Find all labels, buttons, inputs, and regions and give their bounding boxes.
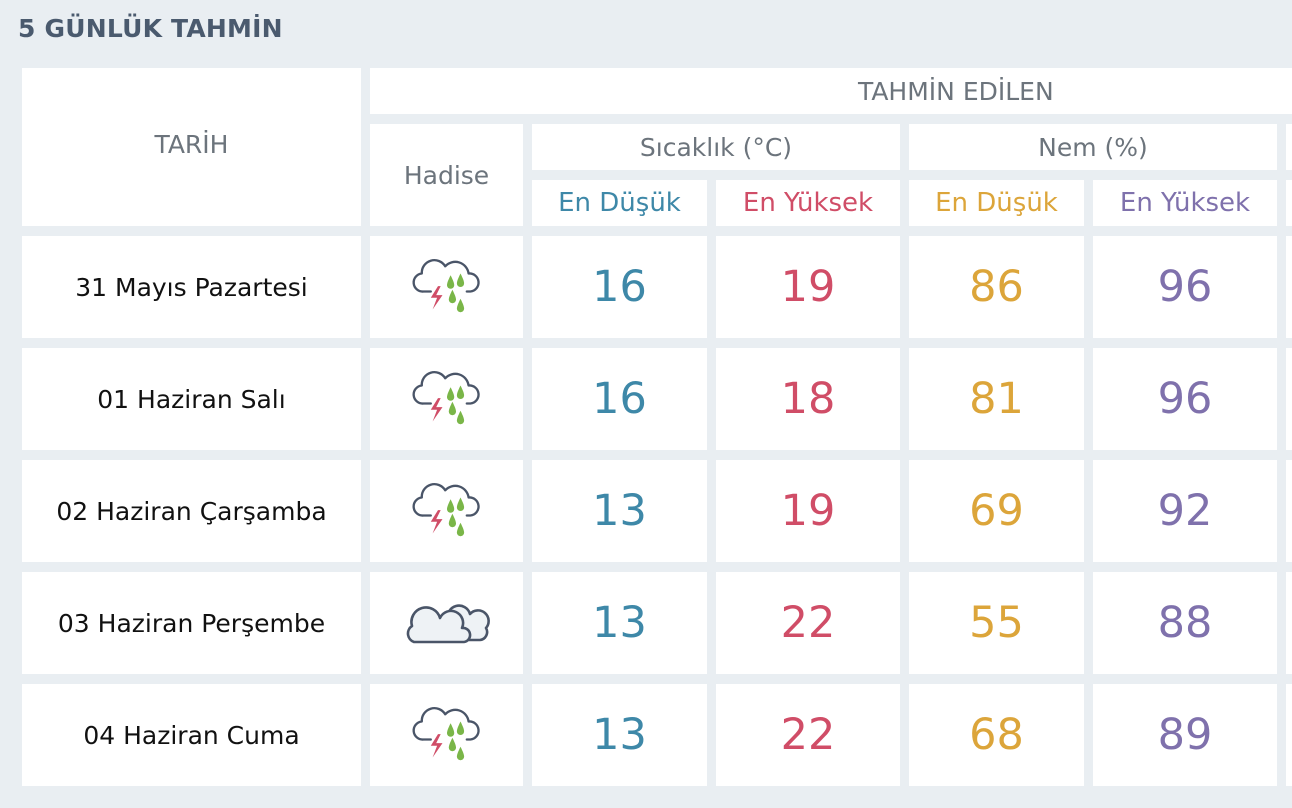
header-hum-min: En Düşük xyxy=(909,180,1084,226)
header-hum-max: En Yüksek xyxy=(1093,180,1277,226)
temp-max-value: 19 xyxy=(716,236,900,338)
header-date: TARİH xyxy=(22,68,361,226)
header-extra-sub xyxy=(1286,180,1292,226)
hum-min-value: 86 xyxy=(909,236,1084,338)
row-date: 04 Haziran Cuma xyxy=(22,684,361,786)
header-event: Hadise xyxy=(370,124,523,226)
row-date: 02 Haziran Çarşamba xyxy=(22,460,361,562)
row-extra-cell xyxy=(1286,572,1292,674)
row-date: 01 Haziran Salı xyxy=(22,348,361,450)
row-extra-cell xyxy=(1286,460,1292,562)
header-humidity: Nem (%) xyxy=(909,124,1277,170)
hum-max-value: 96 xyxy=(1093,348,1277,450)
hum-min-value: 81 xyxy=(909,348,1084,450)
hum-max-value: 88 xyxy=(1093,572,1277,674)
header-forecast: TAHMİN EDİLEN xyxy=(370,68,1292,114)
temp-max-value: 22 xyxy=(716,684,900,786)
row-date: 03 Haziran Perşembe xyxy=(22,572,361,674)
thunderstorm-rain-icon xyxy=(370,684,523,786)
temp-max-value: 19 xyxy=(716,460,900,562)
header-temp-max: En Yüksek xyxy=(716,180,900,226)
temp-max-value: 22 xyxy=(716,572,900,674)
header-extra xyxy=(1286,124,1292,170)
thunderstorm-rain-icon xyxy=(370,348,523,450)
hum-max-value: 96 xyxy=(1093,236,1277,338)
thunderstorm-rain-icon xyxy=(370,460,523,562)
temp-min-value: 13 xyxy=(532,684,707,786)
temp-max-value: 18 xyxy=(716,348,900,450)
row-date: 31 Mayıs Pazartesi xyxy=(22,236,361,338)
header-temperature: Sıcaklık (°C) xyxy=(532,124,900,170)
row-extra-cell xyxy=(1286,684,1292,786)
hum-min-value: 69 xyxy=(909,460,1084,562)
hum-max-value: 92 xyxy=(1093,460,1277,562)
cloudy-icon xyxy=(370,572,523,674)
hum-min-value: 55 xyxy=(909,572,1084,674)
row-extra-cell xyxy=(1286,348,1292,450)
page-title: 5 GÜNLÜK TAHMİN xyxy=(18,14,283,43)
thunderstorm-rain-icon xyxy=(370,236,523,338)
row-extra-cell xyxy=(1286,236,1292,338)
temp-min-value: 13 xyxy=(532,460,707,562)
temp-min-value: 13 xyxy=(532,572,707,674)
header-temp-min: En Düşük xyxy=(532,180,707,226)
temp-min-value: 16 xyxy=(532,236,707,338)
hum-min-value: 68 xyxy=(909,684,1084,786)
temp-min-value: 16 xyxy=(532,348,707,450)
hum-max-value: 89 xyxy=(1093,684,1277,786)
